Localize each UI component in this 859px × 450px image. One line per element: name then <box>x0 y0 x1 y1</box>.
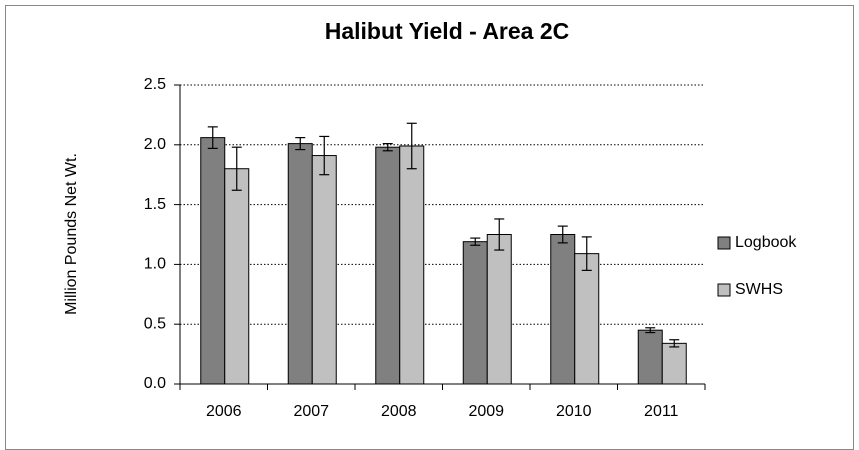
error-bar <box>470 237 481 246</box>
error-bar <box>557 225 568 244</box>
error-bar <box>669 339 680 348</box>
legend-swatch <box>717 236 731 250</box>
bar <box>661 342 687 385</box>
x-tick-label: 2007 <box>293 403 329 420</box>
y-tick-label: 0.5 <box>144 315 166 332</box>
bar <box>375 146 401 385</box>
error-bar <box>581 236 592 271</box>
x-tick-label: 2008 <box>381 403 417 420</box>
error-bar <box>319 135 330 176</box>
error-bar <box>207 126 218 149</box>
bar <box>200 137 226 385</box>
bar <box>462 241 488 385</box>
error-bar <box>494 218 505 251</box>
bar <box>311 155 337 385</box>
x-tick-label: 2011 <box>644 403 679 420</box>
y-axis-label: Million Pounds Net Wt. <box>63 153 80 315</box>
x-tick-label: 2006 <box>206 403 242 420</box>
y-tick-label: 2.5 <box>144 76 166 93</box>
x-tick-label: 2009 <box>468 403 504 420</box>
y-tick-label: 2.0 <box>144 136 166 153</box>
y-tick-label: 1.5 <box>144 196 166 213</box>
bar <box>399 145 425 385</box>
bar <box>574 253 600 385</box>
error-bar <box>406 122 417 170</box>
error-bar <box>295 137 306 151</box>
error-bar <box>231 146 242 191</box>
bar <box>287 143 313 385</box>
y-tick-label: 1.0 <box>144 256 166 273</box>
chart-frame <box>5 5 854 450</box>
legend-swatch <box>717 283 731 297</box>
error-bar <box>382 143 393 152</box>
legend-label: Logbook <box>735 234 797 251</box>
bar <box>550 234 576 385</box>
bar <box>486 234 512 385</box>
bar <box>637 329 663 385</box>
legend-label: SWHS <box>735 281 783 298</box>
error-bar <box>645 327 656 334</box>
chart-title: Halibut Yield - Area 2C <box>325 18 570 44</box>
y-tick-label: 0.0 <box>144 375 166 392</box>
bar <box>224 168 250 385</box>
x-tick-label: 2010 <box>556 403 592 420</box>
